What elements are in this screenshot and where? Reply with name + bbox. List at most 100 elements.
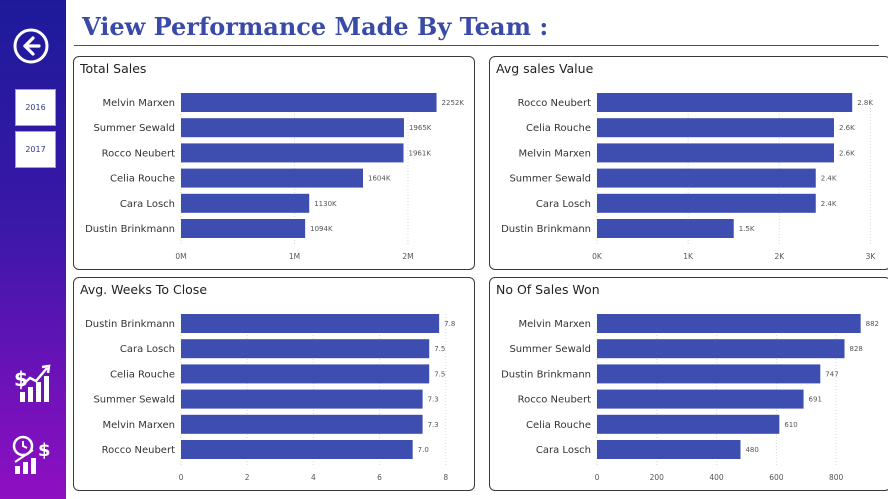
category-label: Celia Rouche xyxy=(526,123,591,134)
data-label: 2.4K xyxy=(821,200,837,208)
bar[interactable] xyxy=(181,339,430,359)
data-label: 610 xyxy=(784,421,797,429)
data-label: 1961K xyxy=(409,149,432,157)
bar[interactable] xyxy=(597,414,780,434)
category-label: Summer Sewald xyxy=(93,395,175,406)
bar[interactable] xyxy=(181,168,364,188)
category-label: Cara Losch xyxy=(536,199,591,210)
data-label: 1604K xyxy=(368,175,391,183)
data-label: 1965K xyxy=(409,124,432,132)
svg-text:$: $ xyxy=(38,440,51,461)
tick-label: 1M xyxy=(289,252,300,261)
data-label: 2.4K xyxy=(821,175,837,183)
bar[interactable] xyxy=(181,364,430,384)
data-label: 7.5 xyxy=(434,345,445,353)
category-label: Dustin Brinkmann xyxy=(85,319,175,330)
bar[interactable] xyxy=(181,143,404,163)
data-label: 1130K xyxy=(314,200,337,208)
data-label: 2.6K xyxy=(839,124,855,132)
panel-avg-sales-value: Avg sales Value Rocco Neubert 2.8K Celia R… xyxy=(489,56,888,270)
data-label: 1.5K xyxy=(739,225,755,233)
bar[interactable] xyxy=(181,389,423,409)
category-label: Celia Rouche xyxy=(110,174,175,185)
tick-label: 0 xyxy=(179,473,184,482)
bar[interactable] xyxy=(597,118,834,138)
data-label: 7.0 xyxy=(418,446,429,454)
sales-chart-icon: $ xyxy=(14,364,51,402)
category-label: Melvin Marxen xyxy=(519,319,591,330)
data-label: 882 xyxy=(866,320,879,328)
data-label: 7.3 xyxy=(428,396,439,404)
total-sales-chart: Melvin Marxen 2252K Summer Sewald 1965K Rocc… xyxy=(85,93,464,261)
bar[interactable] xyxy=(597,389,804,409)
category-label: Dustin Brinkmann xyxy=(501,369,591,380)
back-button[interactable] xyxy=(13,28,49,64)
bar[interactable] xyxy=(181,93,437,112)
bar[interactable] xyxy=(181,414,423,434)
data-label: 2.6K xyxy=(839,149,855,157)
data-label: 1094K xyxy=(310,225,333,233)
avg-weeks-to-close-chart: Dustin Brinkmann 7.8 Cara Losch 7.5 Celia Ro… xyxy=(85,314,455,482)
avg-sales-value-chart: Rocco Neubert 2.8K Celia Rouche 2.6K Melvin … xyxy=(501,93,877,261)
bar[interactable] xyxy=(597,168,816,188)
sales-chart-nav-button[interactable]: $ xyxy=(11,362,53,404)
category-label: Summer Sewald xyxy=(509,344,591,355)
bar[interactable] xyxy=(597,364,821,384)
category-label: Rocco Neubert xyxy=(518,98,591,109)
data-label: 828 xyxy=(850,345,863,353)
bar[interactable] xyxy=(597,219,734,238)
year-2017-button[interactable]: 2017 xyxy=(15,131,56,168)
panel-sales-won: No Of Sales Won Melvin Marxen 882 Summer S… xyxy=(489,277,888,491)
bar[interactable] xyxy=(597,339,845,359)
data-label: 7.5 xyxy=(434,370,445,378)
category-label: Dustin Brinkmann xyxy=(501,224,591,235)
bar[interactable] xyxy=(597,440,741,459)
category-label: Dustin Brinkmann xyxy=(85,224,175,235)
category-label: Cara Losch xyxy=(120,199,175,210)
tick-label: 3K xyxy=(866,252,877,261)
tick-label: 6 xyxy=(377,473,382,482)
svg-text:$: $ xyxy=(14,367,28,391)
sales-won-chart: Melvin Marxen 882 Summer Sewald 828 Dustin B… xyxy=(501,314,879,482)
bar[interactable] xyxy=(597,193,816,213)
panel-title: No Of Sales Won xyxy=(496,282,600,297)
panel-title: Avg sales Value xyxy=(496,61,594,76)
data-label: 7.8 xyxy=(444,320,455,328)
tick-label: 1K xyxy=(683,252,694,261)
data-label: 7.3 xyxy=(428,421,439,429)
tick-label: 200 xyxy=(650,473,665,482)
tick-label: 8 xyxy=(443,473,448,482)
tick-label: 0 xyxy=(595,473,600,482)
tick-label: 2M xyxy=(402,252,413,261)
category-label: Rocco Neubert xyxy=(102,148,175,159)
sidebar: 2016 2017 $ $ xyxy=(0,0,66,499)
tick-label: 2K xyxy=(774,252,785,261)
category-label: Cara Losch xyxy=(120,344,175,355)
tick-label: 800 xyxy=(829,473,844,482)
bar[interactable] xyxy=(181,440,413,459)
category-label: Celia Rouche xyxy=(110,369,175,380)
bar[interactable] xyxy=(597,93,853,112)
bar[interactable] xyxy=(181,314,440,333)
page-title: View Performance Made By Team : xyxy=(82,12,549,41)
time-money-icon: $ xyxy=(12,435,51,474)
category-label: Melvin Marxen xyxy=(103,420,175,431)
data-label: 480 xyxy=(745,446,758,454)
year-2016-button[interactable]: 2016 xyxy=(15,89,56,126)
bar[interactable] xyxy=(597,143,834,163)
bar[interactable] xyxy=(597,314,861,333)
panel-avg-weeks-to-close: Avg. Weeks To Close Dustin Brinkmann 7.8 C… xyxy=(73,277,475,491)
category-label: Melvin Marxen xyxy=(103,98,175,109)
panel-title: Avg. Weeks To Close xyxy=(80,282,208,297)
data-label: 747 xyxy=(825,370,838,378)
bar[interactable] xyxy=(181,193,310,213)
time-money-nav-button[interactable]: $ xyxy=(11,434,53,476)
data-label: 691 xyxy=(809,396,822,404)
category-label: Celia Rouche xyxy=(526,420,591,431)
panel-total-sales: Total Sales Melvin Marxen 2252K Summer Sew… xyxy=(73,56,475,270)
bar[interactable] xyxy=(181,219,306,238)
tick-label: 0K xyxy=(592,252,603,261)
title-divider xyxy=(74,45,879,46)
bar[interactable] xyxy=(181,118,404,138)
tick-label: 4 xyxy=(311,473,316,482)
